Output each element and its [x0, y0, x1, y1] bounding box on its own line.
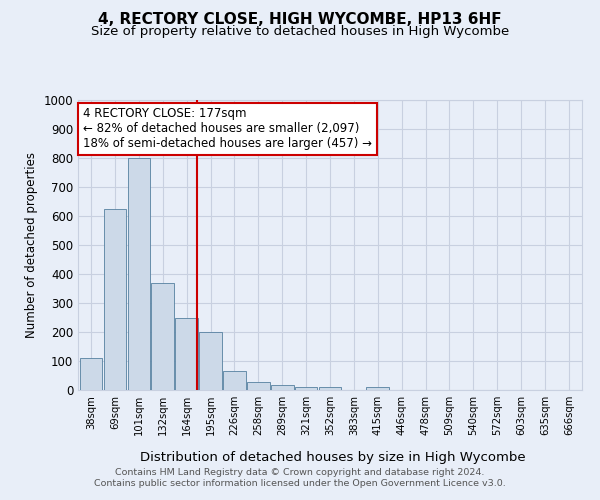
Bar: [80, 358, 103, 390]
Bar: [175, 318, 198, 390]
Bar: [104, 209, 127, 390]
Bar: [319, 387, 341, 390]
Text: Contains HM Land Registry data © Crown copyright and database right 2024.
Contai: Contains HM Land Registry data © Crown c…: [94, 468, 506, 487]
Y-axis label: Number of detached properties: Number of detached properties: [25, 152, 38, 338]
Bar: [199, 332, 222, 390]
Bar: [151, 282, 174, 390]
Bar: [295, 387, 317, 390]
Text: 4, RECTORY CLOSE, HIGH WYCOMBE, HP13 6HF: 4, RECTORY CLOSE, HIGH WYCOMBE, HP13 6HF: [98, 12, 502, 28]
Bar: [271, 385, 293, 390]
Bar: [128, 158, 150, 390]
Text: 4 RECTORY CLOSE: 177sqm
← 82% of detached houses are smaller (2,097)
18% of semi: 4 RECTORY CLOSE: 177sqm ← 82% of detache…: [83, 108, 372, 150]
Bar: [223, 371, 246, 390]
Text: Size of property relative to detached houses in High Wycombe: Size of property relative to detached ho…: [91, 25, 509, 38]
Bar: [247, 382, 269, 390]
Bar: [367, 387, 389, 390]
Text: Distribution of detached houses by size in High Wycombe: Distribution of detached houses by size …: [140, 451, 526, 464]
